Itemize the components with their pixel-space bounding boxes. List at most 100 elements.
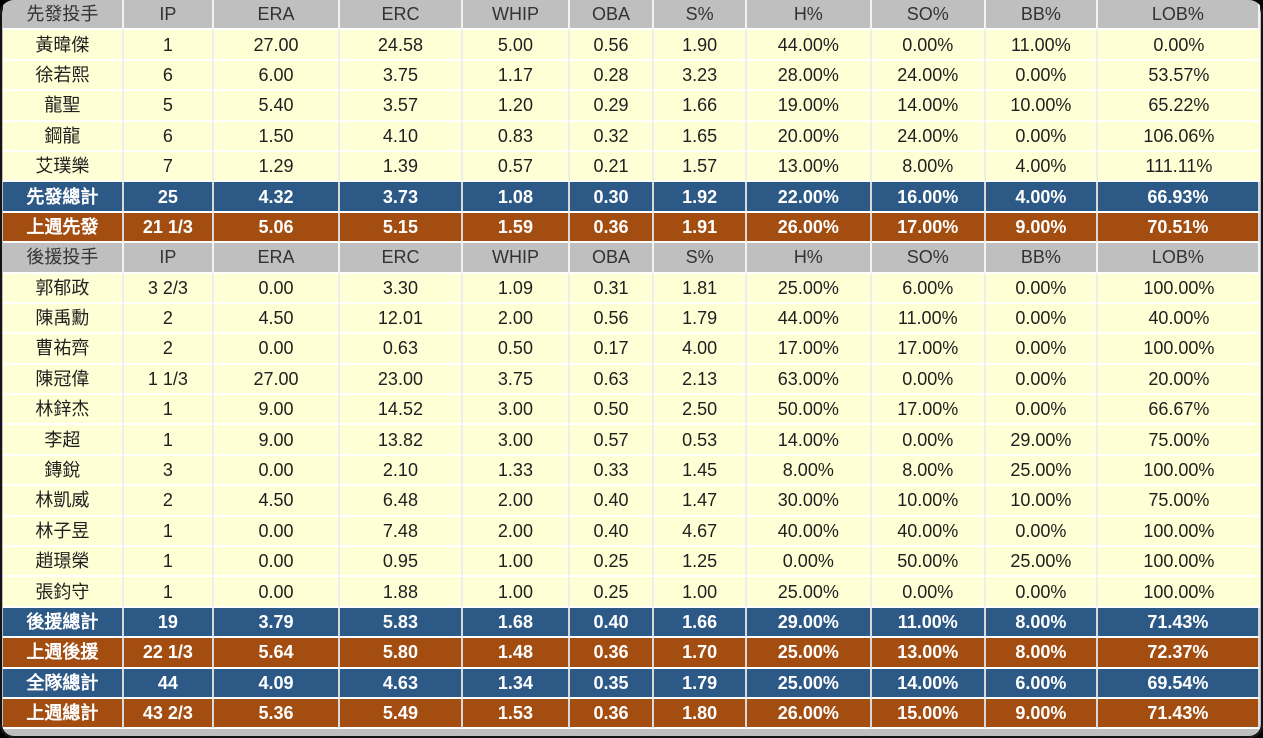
stat-value-cell: 1 1/3 xyxy=(123,364,215,396)
stat-value-cell: 3.75 xyxy=(463,364,570,396)
player-stat-row: 龍聖 5 5.40 3.57 1.20 0.29 1.66 19.00% 14.00% 10.00… xyxy=(3,91,1260,122)
player-stat-row: 艾璞樂 7 1.29 1.39 0.57 0.21 1.57 13.00% 8.00% 4.00%… xyxy=(3,151,1260,183)
stat-value-cell: 65.22% xyxy=(1097,91,1260,122)
stat-value-cell: 7.48 xyxy=(339,516,464,548)
player-stat-row: 鋼龍 6 1.50 4.10 0.83 0.32 1.65 20.00% 24.00% 0.00%… xyxy=(3,121,1260,152)
stat-value-cell: 66.93% xyxy=(1097,182,1260,213)
player-stat-row: 林鋅杰 1 9.00 14.52 3.00 0.50 2.50 50.00% 17.00% 0.0… xyxy=(3,395,1260,426)
stat-value-cell: 0.00 xyxy=(214,547,340,578)
stat-value-cell: 20.00% xyxy=(1097,364,1260,396)
stat-value-cell: 3.79 xyxy=(214,607,340,639)
row-label-cell: 上週後援 xyxy=(3,638,124,669)
stat-value-cell: 0.32 xyxy=(569,121,655,152)
stat-value-cell: 4.50 xyxy=(214,303,340,335)
stat-value-cell: 2.00 xyxy=(463,486,570,517)
stat-value-cell: 53.57% xyxy=(1097,60,1260,92)
player-name-cell: 張鈞守 xyxy=(3,577,124,608)
stat-value-cell: 21 1/3 xyxy=(123,212,215,244)
column-header-cell: SO% xyxy=(871,0,986,31)
stat-value-cell: 14.52 xyxy=(339,395,464,426)
stat-value-cell: 7 xyxy=(123,151,215,183)
stat-value-cell: 0.33 xyxy=(569,455,655,487)
column-header-cell: ERC xyxy=(339,243,464,274)
stat-value-cell: 14.00% xyxy=(747,425,872,456)
stat-value-cell: 5.64 xyxy=(214,638,340,669)
last-week-row: 上週先發 21 1/3 5.06 5.15 1.59 0.36 1.91 26.00% 17.0… xyxy=(3,212,1260,244)
stat-value-cell: 71.43% xyxy=(1097,607,1260,639)
stat-value-cell: 3.30 xyxy=(339,273,464,304)
player-stat-row: 李超 1 9.00 13.82 3.00 0.57 0.53 14.00% 0.00% 29.00… xyxy=(3,425,1260,456)
stat-value-cell: 1.80 xyxy=(654,698,748,730)
stat-value-cell: 4.10 xyxy=(339,121,464,152)
stat-value-cell: 100.00% xyxy=(1097,547,1260,578)
column-header-row: 先發投手 IP ERA ERC WHIP OBA S% H% SO% BB% LOB% xyxy=(3,0,1260,31)
column-header-cell: SO% xyxy=(871,243,986,274)
stat-value-cell: 0.00 xyxy=(214,334,340,365)
row-label-cell: 先發總計 xyxy=(3,182,124,213)
column-header-cell: OBA xyxy=(569,243,655,274)
stat-value-cell: 0.53 xyxy=(654,425,748,456)
column-header-cell: LOB% xyxy=(1097,243,1260,274)
stat-value-cell: 13.00% xyxy=(871,638,986,669)
stat-value-cell: 9.00 xyxy=(214,395,340,426)
stat-value-cell: 0.50 xyxy=(569,395,655,426)
player-name-cell: 李超 xyxy=(3,425,124,456)
stat-value-cell: 40.00% xyxy=(871,516,986,548)
stat-value-cell: 25.00% xyxy=(747,577,872,608)
stat-value-cell: 1.08 xyxy=(463,182,570,213)
stat-value-cell: 25.00% xyxy=(747,638,872,669)
stat-value-cell: 0.40 xyxy=(569,607,655,639)
stat-value-cell: 26.00% xyxy=(747,698,872,730)
stat-value-cell: 1.66 xyxy=(654,607,748,639)
total-row: 全隊總計 44 4.09 4.63 1.34 0.35 1.79 25.00% 14.00% 6.… xyxy=(3,668,1260,699)
stat-value-cell: 1.53 xyxy=(463,698,570,730)
stat-value-cell: 100.00% xyxy=(1097,273,1260,304)
column-header-cell: ERA xyxy=(214,0,340,31)
stat-value-cell: 5.00 xyxy=(463,30,570,61)
stat-value-cell: 1 xyxy=(123,547,215,578)
stat-value-cell: 10.00% xyxy=(985,91,1098,122)
stat-value-cell: 5.83 xyxy=(339,607,464,639)
player-name-cell: 林凱威 xyxy=(3,486,124,517)
stat-value-cell: 2.13 xyxy=(654,364,748,396)
section-label-cell: 後援投手 xyxy=(3,243,124,274)
stat-value-cell: 1.00 xyxy=(463,547,570,578)
stat-value-cell: 4.09 xyxy=(214,668,340,699)
stat-value-cell: 1.59 xyxy=(463,212,570,244)
stat-value-cell: 0.25 xyxy=(569,547,655,578)
player-name-cell: 陳禹勳 xyxy=(3,303,124,335)
stat-value-cell: 29.00% xyxy=(985,425,1098,456)
stat-value-cell: 4.50 xyxy=(214,486,340,517)
stat-value-cell: 2 xyxy=(123,303,215,335)
pitching-stats-table: 先發投手 IP ERA ERC WHIP OBA S% H% SO% BB% LOB% 黃暐傑 1 27.… xyxy=(3,0,1260,730)
stat-value-cell: 10.00% xyxy=(985,486,1098,517)
stat-value-cell: 0.40 xyxy=(569,516,655,548)
stat-value-cell: 0.00% xyxy=(985,364,1098,396)
stat-value-cell: 2.50 xyxy=(654,395,748,426)
stat-value-cell: 0.17 xyxy=(569,334,655,365)
stat-value-cell: 0.00% xyxy=(985,395,1098,426)
stat-value-cell: 1 xyxy=(123,425,215,456)
stat-value-cell: 2.00 xyxy=(463,516,570,548)
stat-value-cell: 0.36 xyxy=(569,638,655,669)
stat-value-cell: 1.25 xyxy=(654,547,748,578)
stat-value-cell: 0.63 xyxy=(339,334,464,365)
row-label-cell: 上週先發 xyxy=(3,212,124,244)
column-header-cell: BB% xyxy=(985,243,1098,274)
stat-value-cell: 0.57 xyxy=(463,151,570,183)
stat-value-cell: 0.00% xyxy=(871,577,986,608)
stat-value-cell: 0.00 xyxy=(214,577,340,608)
player-name-cell: 艾璞樂 xyxy=(3,151,124,183)
stat-value-cell: 0.56 xyxy=(569,30,655,61)
stat-value-cell: 0.00% xyxy=(871,30,986,61)
stat-value-cell: 0.00% xyxy=(985,303,1098,335)
stat-value-cell: 1.29 xyxy=(214,151,340,183)
stat-value-cell: 40.00% xyxy=(1097,303,1260,335)
stat-value-cell: 15.00% xyxy=(871,698,986,730)
player-stat-row: 陳禹勳 2 4.50 12.01 2.00 0.56 1.79 44.00% 11.00% 0.0… xyxy=(3,303,1260,335)
stat-value-cell: 16.00% xyxy=(871,182,986,213)
stat-value-cell: 1.50 xyxy=(214,121,340,152)
stat-value-cell: 8.00% xyxy=(747,455,872,487)
stat-value-cell: 5.80 xyxy=(339,638,464,669)
